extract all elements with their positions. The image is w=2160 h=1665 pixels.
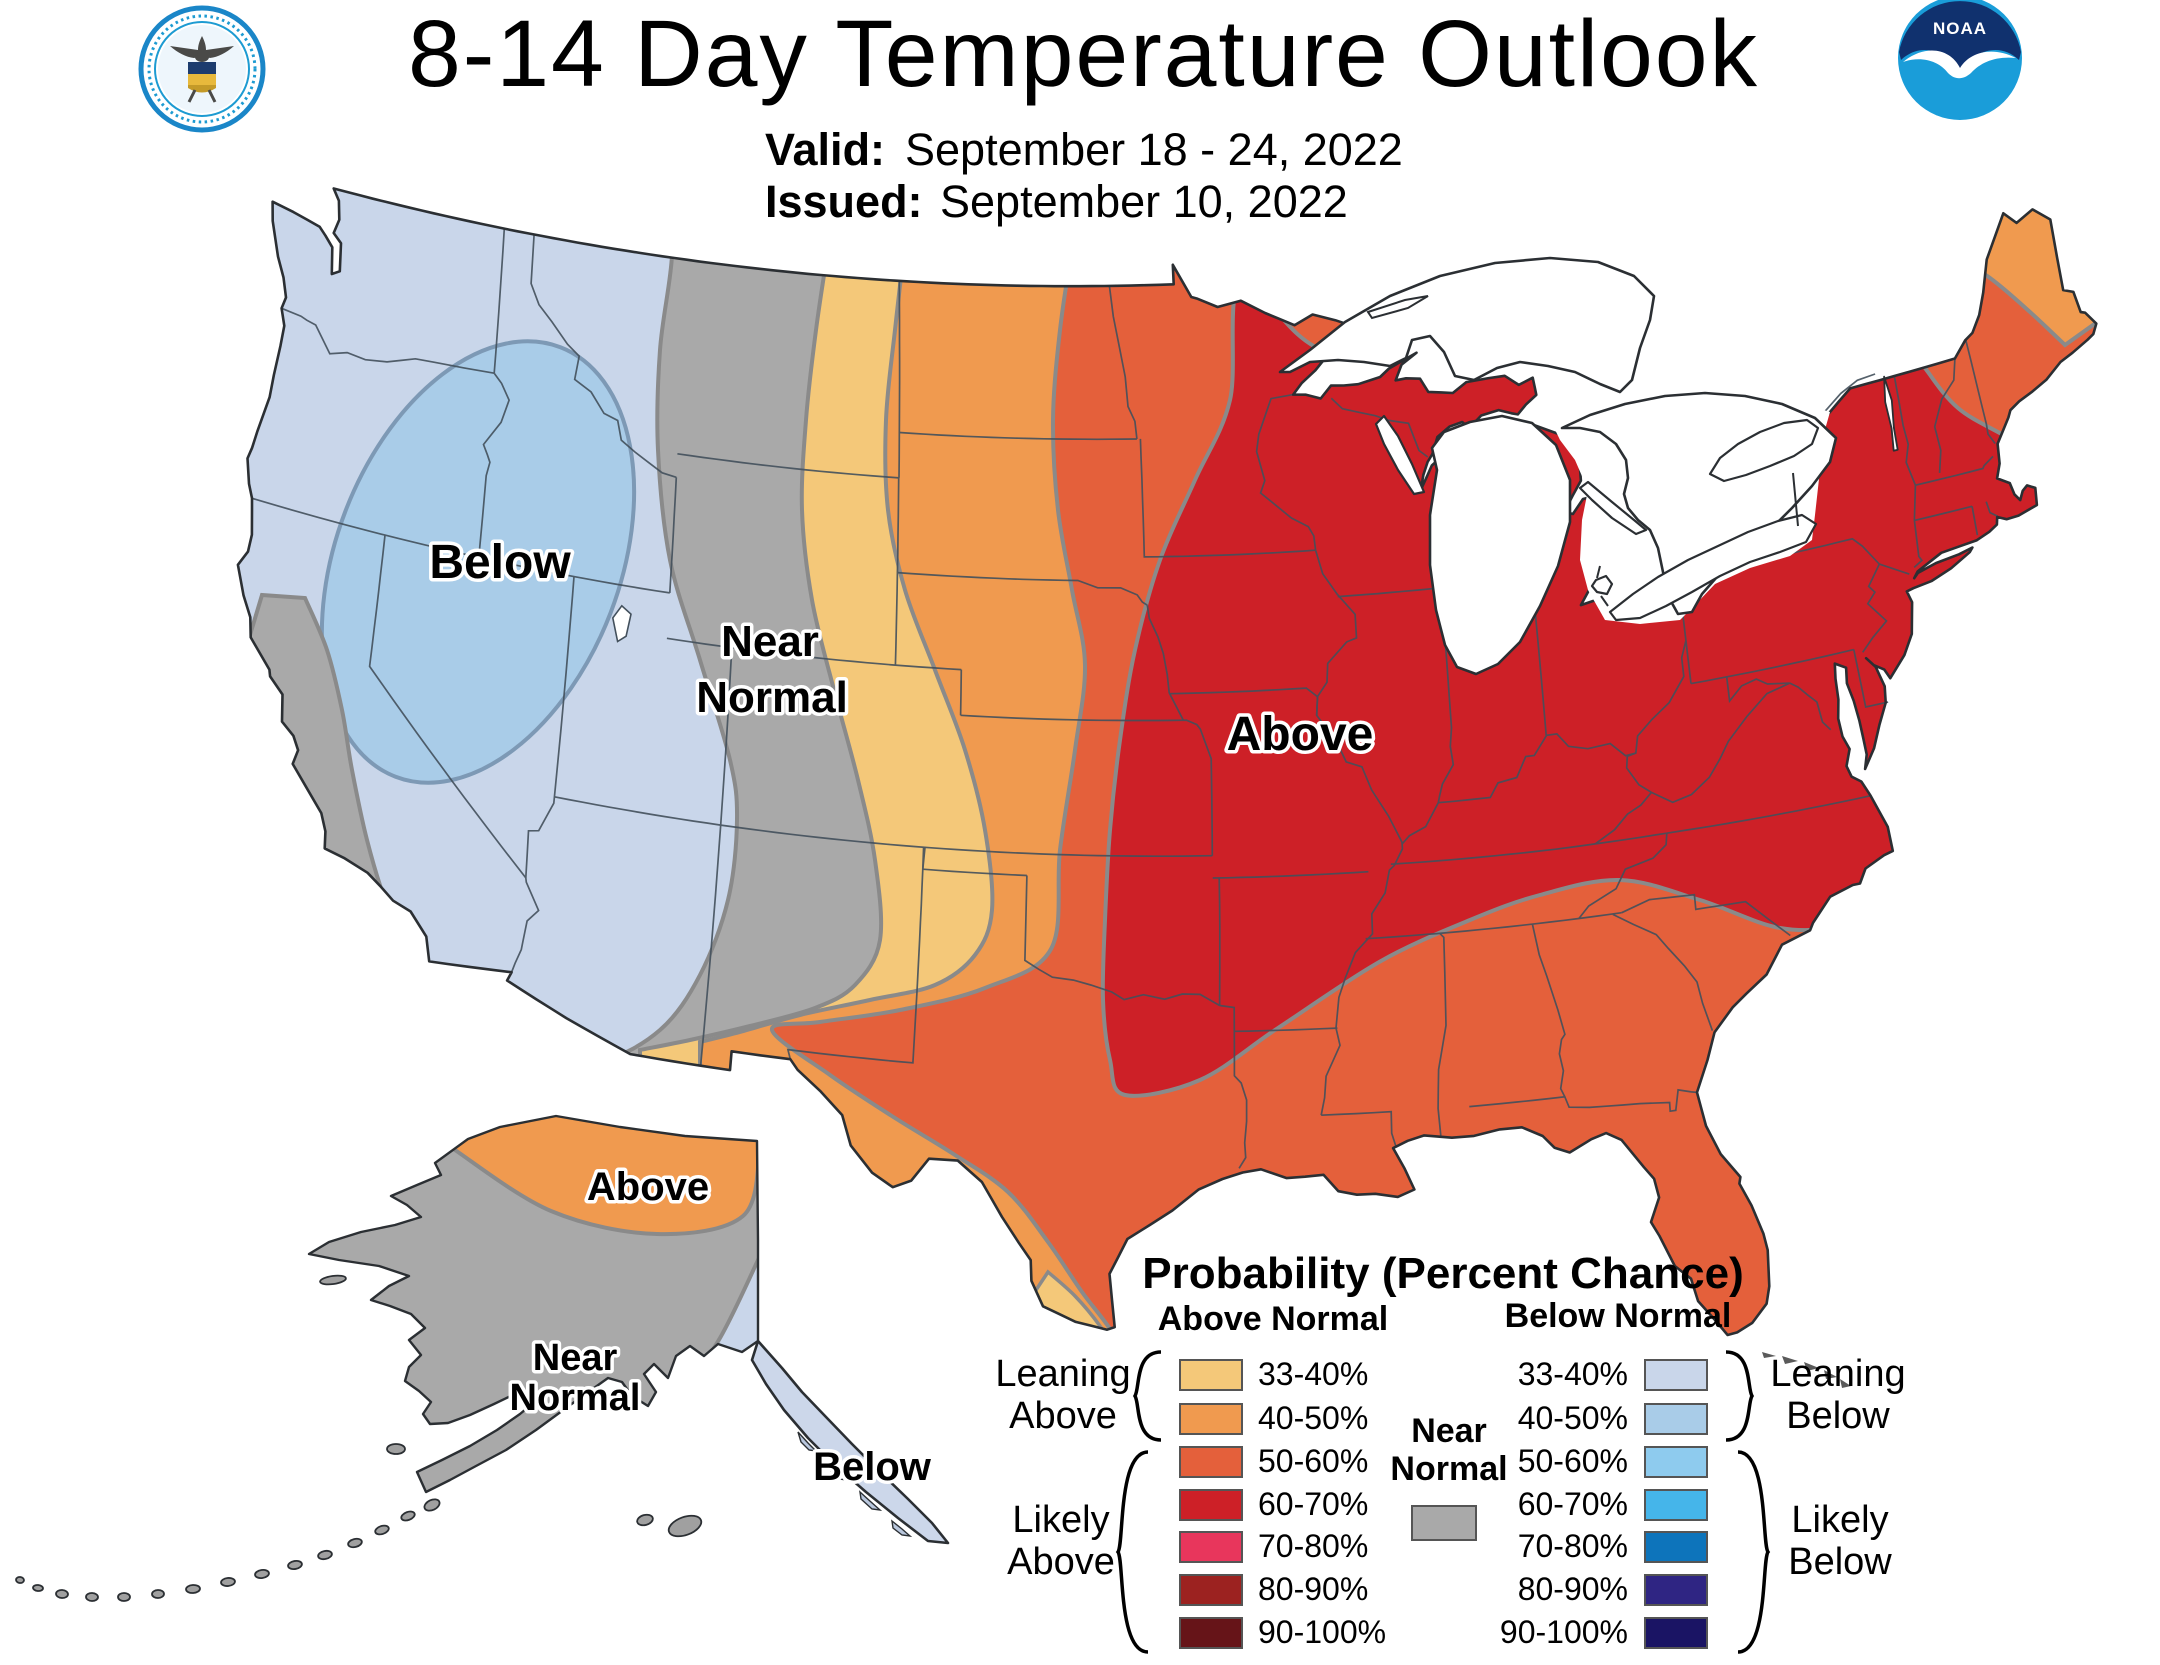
svg-text:40-50%: 40-50% xyxy=(1518,1400,1628,1436)
svg-text:Near: Near xyxy=(533,1337,618,1379)
svg-text:Near: Near xyxy=(1411,1412,1487,1450)
svg-text:40-50%: 40-50% xyxy=(1258,1400,1368,1436)
svg-text:Probability (Percent Chance): Probability (Percent Chance) xyxy=(1142,1249,1743,1298)
svg-text:September 10, 2022: September 10, 2022 xyxy=(940,176,1348,227)
svg-text:Normal: Normal xyxy=(1390,1450,1507,1488)
svg-text:50-60%: 50-60% xyxy=(1518,1443,1628,1479)
svg-text:Above: Above xyxy=(1227,708,1374,761)
svg-text:50-60%: 50-60% xyxy=(1258,1443,1368,1479)
svg-text:80-90%: 80-90% xyxy=(1258,1571,1368,1607)
svg-text:Above Normal: Above Normal xyxy=(1158,1300,1389,1338)
svg-text:Below: Below xyxy=(1786,1395,1890,1437)
svg-text:Above: Above xyxy=(587,1165,709,1209)
svg-text:Below: Below xyxy=(813,1445,932,1489)
svg-text:60-70%: 60-70% xyxy=(1258,1486,1368,1522)
svg-text:NOAA: NOAA xyxy=(1933,19,1987,38)
svg-text:Below: Below xyxy=(429,536,571,589)
svg-text:90-100%: 90-100% xyxy=(1258,1614,1386,1650)
svg-text:Below: Below xyxy=(1788,1541,1892,1583)
svg-text:Normal: Normal xyxy=(696,673,848,722)
svg-text:90-100%: 90-100% xyxy=(1500,1614,1628,1650)
svg-text:Likely: Likely xyxy=(1012,1499,1109,1541)
svg-text:Near: Near xyxy=(721,617,819,666)
svg-text:33-40%: 33-40% xyxy=(1258,1356,1368,1392)
svg-text:Issued:: Issued: xyxy=(765,176,923,227)
svg-text:60-70%: 60-70% xyxy=(1518,1486,1628,1522)
svg-text:80-90%: 80-90% xyxy=(1518,1571,1628,1607)
svg-text:Normal: Normal xyxy=(510,1377,641,1419)
svg-text:8-14 Day Temperature Outlook: 8-14 Day Temperature Outlook xyxy=(408,1,1758,107)
svg-text:70-80%: 70-80% xyxy=(1258,1528,1368,1564)
svg-text:Above: Above xyxy=(1009,1395,1117,1437)
svg-text:Likely: Likely xyxy=(1791,1499,1888,1541)
svg-text:Leaning: Leaning xyxy=(1770,1353,1905,1395)
svg-text:Leaning: Leaning xyxy=(995,1353,1130,1395)
svg-text:Below Normal: Below Normal xyxy=(1505,1297,1732,1335)
svg-text:33-40%: 33-40% xyxy=(1518,1356,1628,1392)
svg-text:Above: Above xyxy=(1007,1541,1115,1583)
svg-text:Valid:: Valid: xyxy=(765,124,885,175)
svg-text:September 18 - 24, 2022: September 18 - 24, 2022 xyxy=(905,124,1403,175)
svg-text:70-80%: 70-80% xyxy=(1518,1528,1628,1564)
